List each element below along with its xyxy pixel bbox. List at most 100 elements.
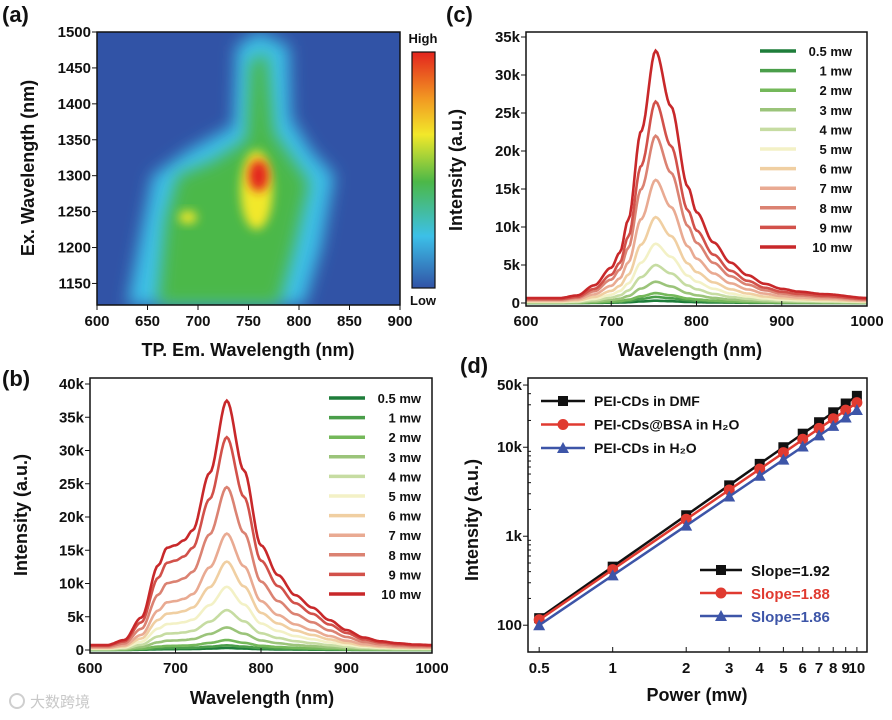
legend-item-square xyxy=(541,396,585,406)
data-point xyxy=(827,413,839,425)
x-axis-title-a: TP. Em. Wavelength (nm) xyxy=(141,340,354,360)
y-tick-label-a: 1400 xyxy=(58,96,91,113)
x-tick-label: 900 xyxy=(769,313,794,330)
x-tick-label: 700 xyxy=(163,660,188,677)
legend-label: 2 mw xyxy=(388,430,421,445)
legend-label: 8 mw xyxy=(388,548,421,563)
legend xyxy=(329,396,365,596)
x-tick-label: 600 xyxy=(513,313,538,330)
colorbar xyxy=(411,51,436,289)
x-tick-label-d: 3 xyxy=(725,660,733,677)
data-point xyxy=(814,417,825,428)
x-tick-label-d: 1 xyxy=(609,660,617,677)
plot-frame xyxy=(525,31,868,307)
x-axis-title: Wavelength (nm) xyxy=(618,340,762,360)
colorbar-low-label: Low xyxy=(410,293,437,308)
x-tick-label-d: 4 xyxy=(756,660,765,677)
x-tick-label-a: 700 xyxy=(185,313,210,330)
y-tick-label-a: 1250 xyxy=(58,204,91,221)
legend-label: 9 mw xyxy=(388,567,421,582)
panel-label-b: (b) xyxy=(2,366,30,391)
x-tick-label-a: 800 xyxy=(286,313,311,330)
x-axis-title: Wavelength (nm) xyxy=(190,688,334,708)
legend-label: 4 mw xyxy=(819,122,852,137)
legend-label: 0.5 mw xyxy=(378,391,422,406)
y-axis-title-d: Intensity (a.u.) xyxy=(462,459,482,581)
legend-label: 9 mw xyxy=(819,220,852,235)
y-tick-label: 15k xyxy=(59,542,85,559)
panel-label-a: (a) xyxy=(2,2,29,27)
x-tick-label-d: 0.5 xyxy=(529,660,550,677)
slope-marker xyxy=(715,610,727,621)
legend-marker xyxy=(558,396,568,406)
x-tick-label: 700 xyxy=(599,313,624,330)
slope-marker xyxy=(715,587,727,599)
watermark-text: 大数跨境 xyxy=(30,693,90,711)
slope-label: Slope=1.86 xyxy=(751,609,830,626)
y-tick-label: 10k xyxy=(59,576,85,593)
data-point xyxy=(840,404,852,416)
data-point xyxy=(754,463,766,475)
spectra-lines-1 xyxy=(90,398,432,652)
data-point xyxy=(797,433,809,445)
y-axis-title: Intensity (a.u.) xyxy=(11,454,31,576)
data-point xyxy=(533,619,546,631)
x-tick-label-a: 650 xyxy=(135,313,160,330)
data-point xyxy=(851,397,863,409)
legend-label: PEI-CDs in H₂O xyxy=(594,440,697,456)
x-tick-label-d: 9 xyxy=(842,660,850,677)
legend-label: 10 mw xyxy=(812,240,853,255)
x-tick-label: 1000 xyxy=(415,660,448,677)
legend-label: 3 mw xyxy=(388,450,421,465)
spectra-lines-2 xyxy=(526,48,867,305)
colorbar-high-label: High xyxy=(409,31,438,46)
legend-item-circle xyxy=(541,419,585,430)
y-tick-label: 25k xyxy=(495,105,521,122)
y-tick-label-d: 50k xyxy=(497,377,523,394)
series-line-8mw xyxy=(526,134,867,301)
legend-label: 5 mw xyxy=(819,142,852,157)
x-tick-label: 800 xyxy=(248,660,273,677)
data-point xyxy=(723,490,736,502)
data-point xyxy=(813,422,825,434)
y-tick-label: 5k xyxy=(67,609,84,626)
panel-label-d: (d) xyxy=(460,353,488,378)
y-tick-label: 15k xyxy=(495,181,521,198)
y-tick-label-a: 1500 xyxy=(58,24,91,41)
watermark-logo-icon xyxy=(9,693,25,709)
data-point xyxy=(723,484,735,496)
legend-label: 7 mw xyxy=(819,181,852,196)
data-point xyxy=(777,447,789,459)
data-point xyxy=(839,411,852,423)
slope-item-square xyxy=(700,565,742,575)
data-point xyxy=(840,398,851,409)
data-point xyxy=(796,440,809,452)
series-line-7mw xyxy=(90,532,432,649)
x-tick-label-d: 8 xyxy=(829,660,837,677)
legend-label: 4 mw xyxy=(388,469,421,484)
legend-label: 6 mw xyxy=(819,162,852,177)
legend-label: 10 mw xyxy=(381,587,422,602)
y-tick-label-a: 1350 xyxy=(58,132,91,149)
legend-label: 0.5 mw xyxy=(809,44,853,59)
legend xyxy=(760,49,796,249)
y-tick-label: 40k xyxy=(59,376,85,393)
heatmap-hotspot-1 xyxy=(248,159,269,192)
series-line-10mw xyxy=(526,48,867,300)
legend-label: 5 mw xyxy=(388,489,421,504)
y-tick-label: 0 xyxy=(512,295,520,312)
legend-label: PEI-CDs in DMF xyxy=(594,393,700,409)
heatmap-hotspot-2 xyxy=(178,210,197,224)
x-axis-title-d: Power (mw) xyxy=(646,685,747,705)
legend-label: 1 mw xyxy=(819,64,852,79)
y-tick-label: 25k xyxy=(59,476,85,493)
x-tick-label: 600 xyxy=(77,660,102,677)
legend-label: 1 mw xyxy=(388,411,421,426)
plot-frame-d xyxy=(527,377,868,653)
x-tick-label-d: 6 xyxy=(799,660,807,677)
data-point xyxy=(680,519,693,531)
panel-label-c: (c) xyxy=(446,2,473,27)
slope-item-circle xyxy=(700,587,742,599)
x-tick-label-d: 5 xyxy=(779,660,787,677)
legend-label: 6 mw xyxy=(388,509,421,524)
